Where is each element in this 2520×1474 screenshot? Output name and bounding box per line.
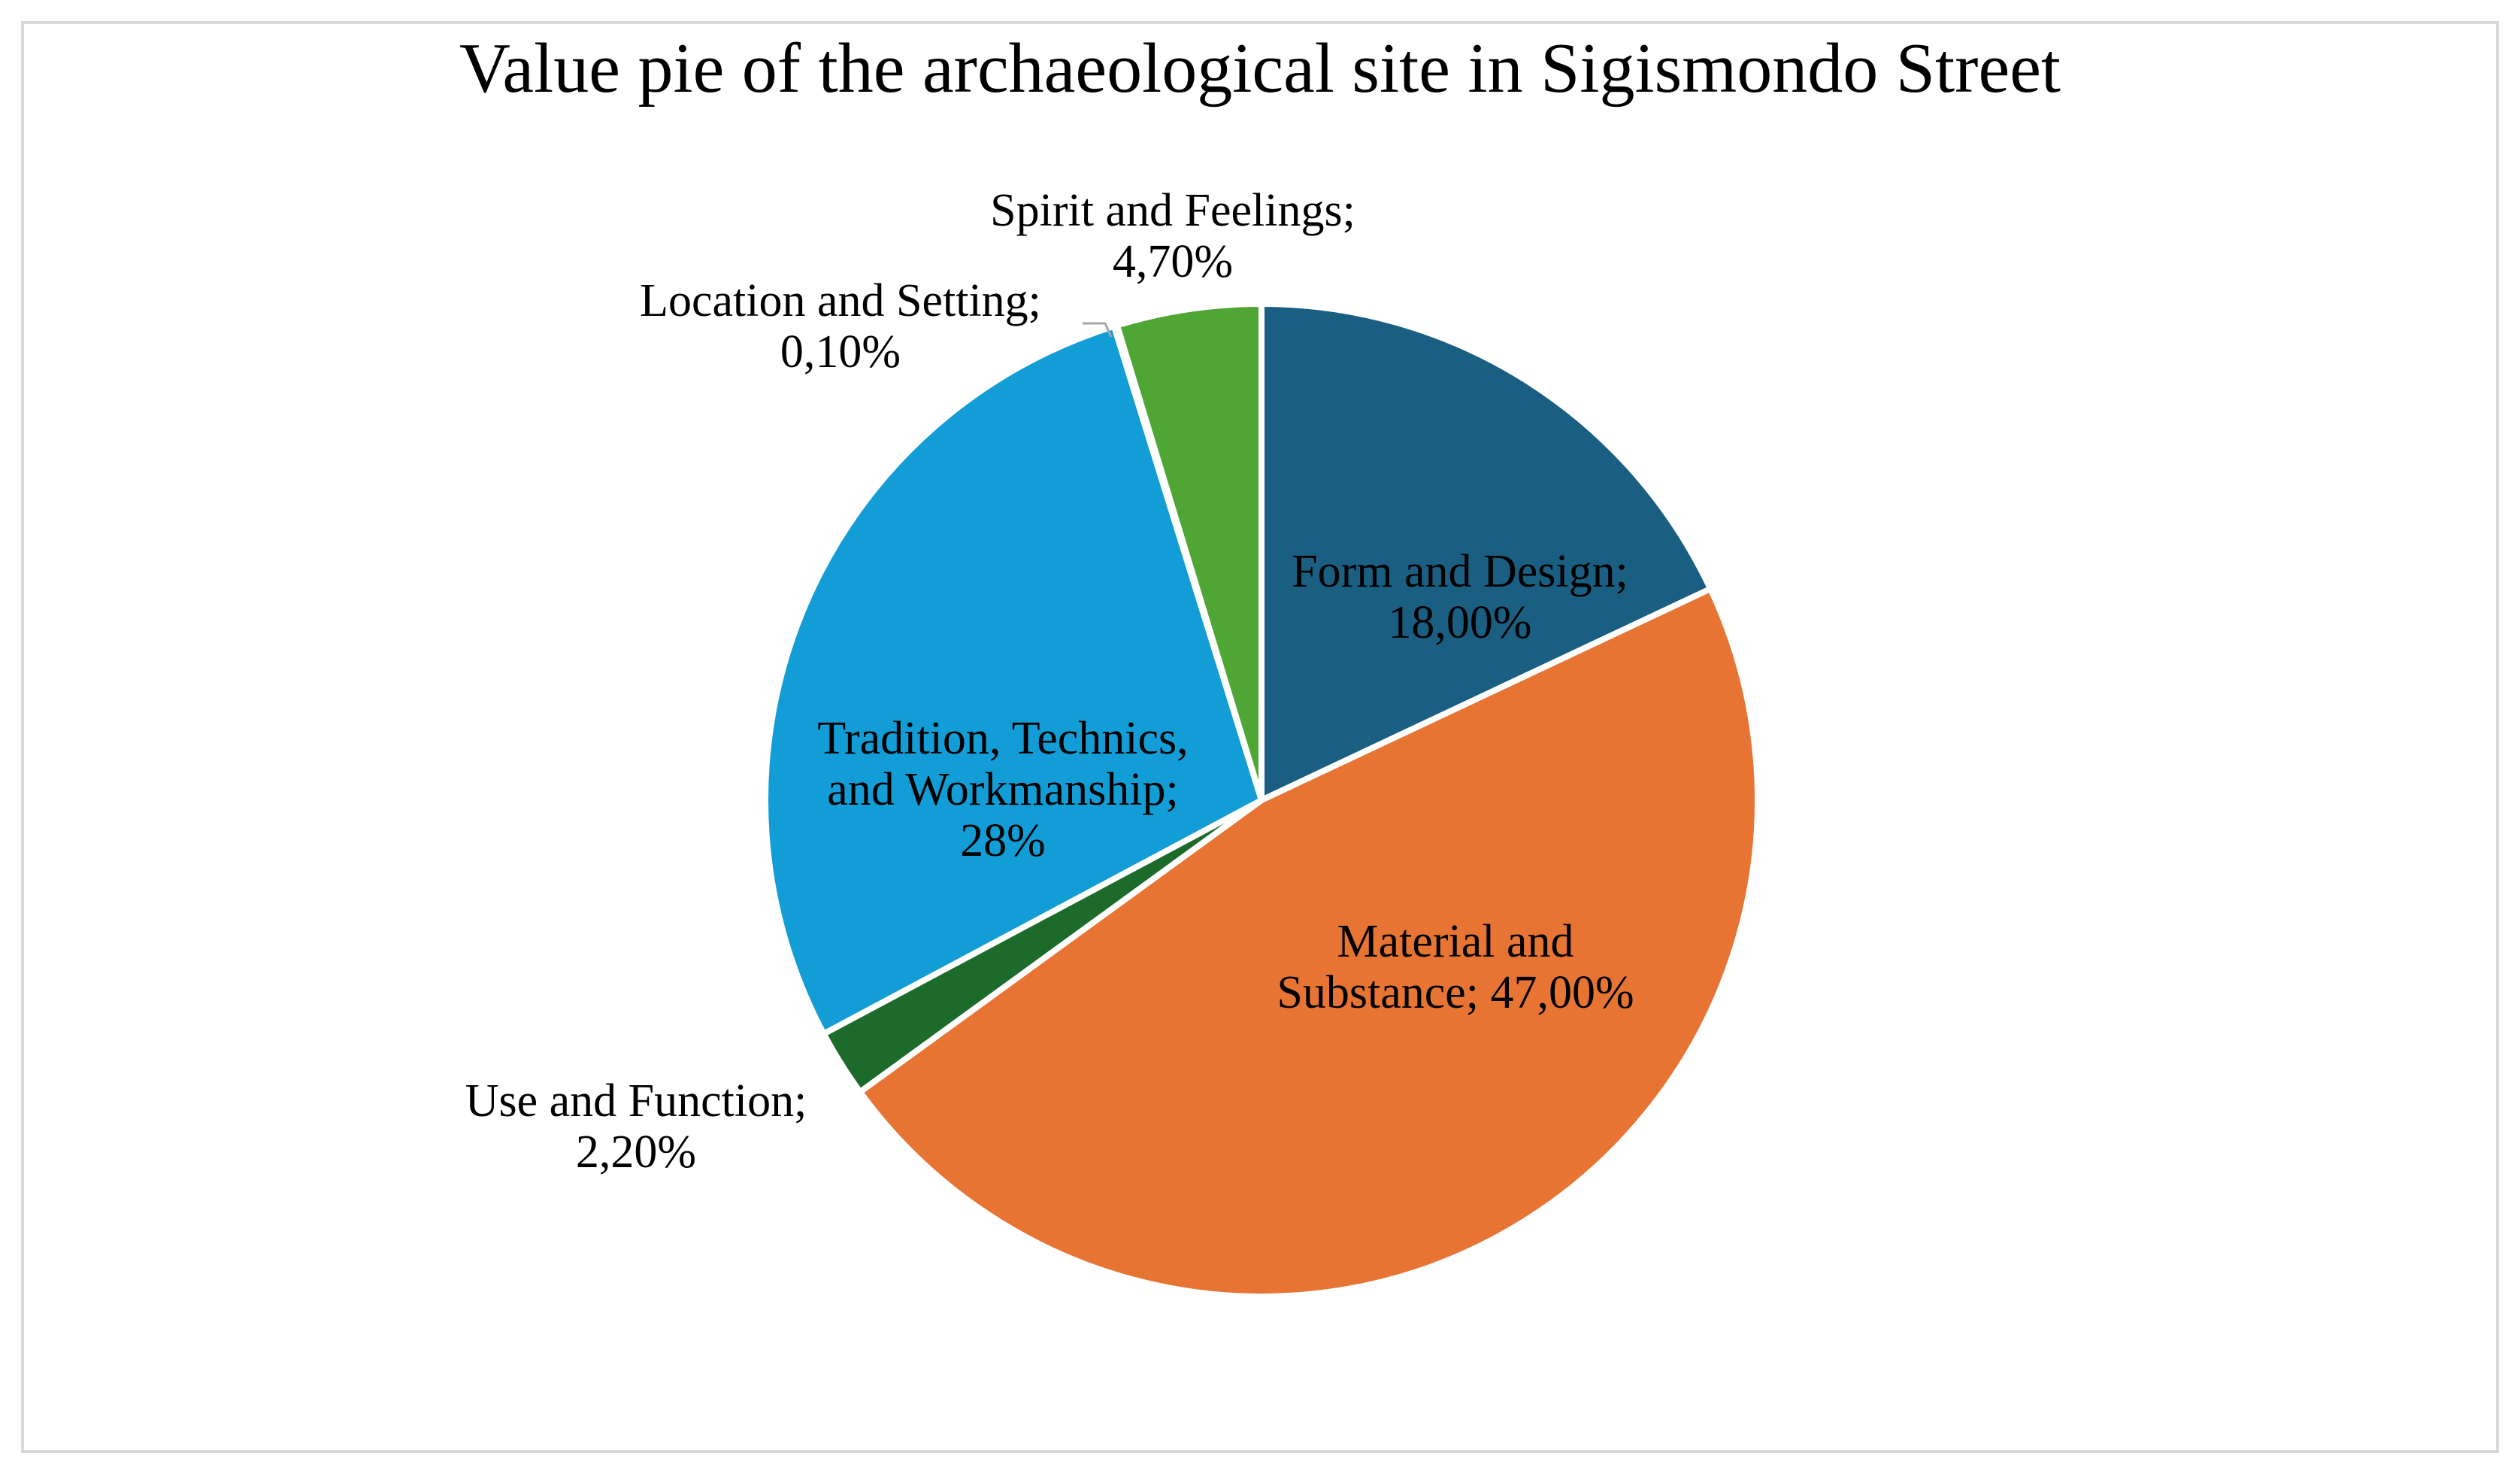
slice-label-use-and-function: Use and Function; 2,20% <box>465 1075 807 1178</box>
slice-labels: Form and Design; 18,00% Material and Substa… <box>465 185 1634 1178</box>
slice-label-spirit-and-feelings: Spirit and Feelings; 4,70% <box>990 185 1355 287</box>
pie-slices <box>762 301 1761 1300</box>
pie-slice-tradition-technics-and-workmanship <box>762 323 1265 1037</box>
pie-slice-form-and-design <box>1258 301 1714 803</box>
pie-slice-spirit-and-feelings <box>1113 301 1265 803</box>
slice-label-location-and-setting: Location and Setting; 0,10% <box>640 275 1041 378</box>
slice-label-tradition-technics-and-workmanship: Tradition, Technics, and Workmanship; 28% <box>817 713 1188 866</box>
chart-title: Value pie of the archaeological site in … <box>459 29 2061 108</box>
pie-slice-material-and-substance <box>857 585 1761 1300</box>
slice-label-form-and-design: Form and Design; 18,00% <box>1292 546 1628 648</box>
leader-lines <box>1083 322 1113 338</box>
slice-label-material-and-substance: Material and Substance; 47,00% <box>1277 916 1634 1018</box>
leader-line-location-and-setting <box>1083 322 1113 338</box>
